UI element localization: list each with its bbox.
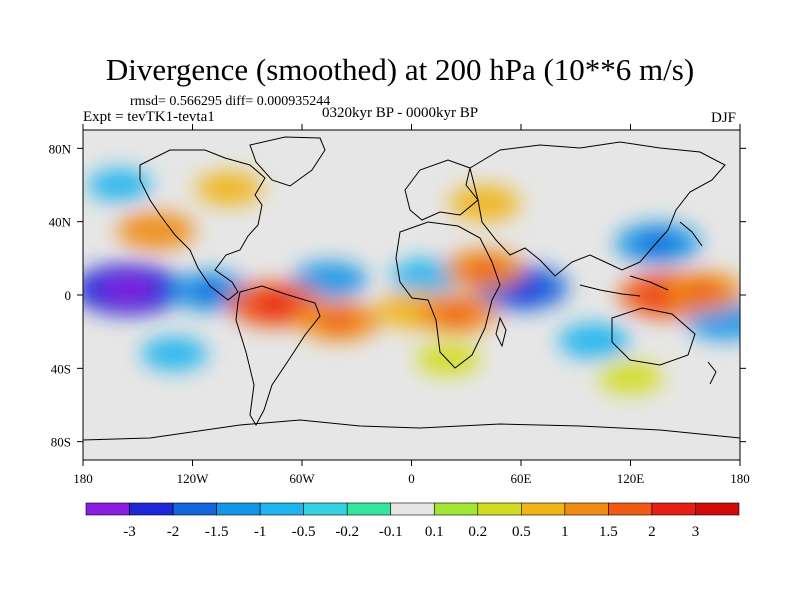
asia-coast — [469, 141, 726, 277]
colorbar-label: 0.5 — [512, 524, 531, 540]
anomaly-core — [638, 233, 678, 255]
anomaly-core — [466, 259, 503, 280]
colorbar-box — [259, 502, 304, 516]
x-tick-label: 180 — [730, 471, 750, 486]
colorbar-label: -0.2 — [335, 524, 359, 540]
north-america-coast — [139, 149, 266, 301]
colorbar-box — [216, 502, 261, 516]
australia-coast — [611, 307, 696, 366]
colorbar-box — [651, 502, 696, 516]
colorbar-label: -3 — [123, 524, 136, 540]
new-zealand-coast — [707, 361, 717, 385]
anomaly-core — [438, 303, 476, 324]
colorbar-box — [303, 502, 348, 516]
colorbar-label: -2 — [167, 524, 180, 540]
japan-coast — [679, 221, 703, 247]
x-axis: 180 120W 60W 0 60E 120E 180 — [73, 124, 750, 486]
anomaly-blob — [116, 211, 196, 251]
x-tick-label: 60E — [511, 471, 532, 486]
colorbar-box — [695, 502, 740, 516]
experiment-label: Expt = tevTK1-tevta1 — [83, 109, 215, 125]
africa-coast — [395, 221, 501, 369]
colorbar-label: -0.5 — [292, 524, 316, 540]
colorbar-label: -0.1 — [379, 524, 403, 540]
x-tick-label: 120E — [617, 471, 645, 486]
colorbar-label: 1 — [561, 524, 569, 540]
anomaly-blob — [87, 168, 152, 202]
anomaly-blob — [598, 361, 663, 394]
anomaly-core — [192, 281, 229, 302]
y-tick-label: 40S — [51, 361, 71, 376]
anomaly-blob — [448, 185, 521, 222]
x-tick-label: 0 — [408, 471, 415, 486]
colorbar-label: 2 — [648, 524, 656, 540]
colorbar-box — [433, 502, 479, 516]
colorbar-label: 3 — [692, 524, 700, 540]
colorbar-box — [172, 502, 217, 516]
greenland-coast — [249, 136, 326, 187]
anomaly-core — [685, 281, 722, 302]
colorbar-box — [564, 502, 609, 516]
anomaly-core — [319, 310, 358, 331]
colorbar-box — [390, 502, 435, 516]
y-tick-label: 80S — [51, 435, 71, 450]
colorbar-box — [608, 502, 653, 516]
x-tick-label: 60W — [289, 471, 315, 486]
colorbar-label: 0.2 — [468, 524, 487, 540]
stats-label: rmsd= 0.566295 diff= 0.000935244 — [130, 94, 331, 109]
colorbar-box — [521, 502, 566, 516]
coastline-layer — [83, 136, 740, 441]
colorbar-label: -1.5 — [205, 524, 229, 540]
y-tick-label: 0 — [65, 288, 72, 303]
colorbar-box — [477, 502, 522, 516]
indonesia-coast — [579, 275, 669, 297]
colorbar: -3 -2 -1.5 -1 -0.5 -0.2 -0.1 0.1 0.2 0.5 1 1.5 2 3 — [85, 502, 740, 540]
madagascar-coast — [495, 316, 507, 348]
anomaly-blob — [558, 322, 630, 359]
colorbar-box — [85, 502, 130, 516]
map-title: Divergence (smoothed) at 200 hPa (10**6 … — [105, 52, 695, 87]
anomaly-layer — [83, 168, 740, 394]
x-tick-label: 120W — [177, 471, 210, 486]
anomaly-core — [103, 276, 154, 303]
y-tick-label: 80N — [49, 141, 72, 156]
x-tick-label: 180 — [73, 471, 93, 486]
antarctica-coast — [83, 419, 740, 441]
y-tick-label: 40N — [49, 215, 72, 230]
colorbar-label: -1 — [254, 524, 267, 540]
colorbar-box — [346, 502, 392, 516]
anomaly-blob — [416, 342, 480, 376]
y-axis: 80N 40N 0 40S 80S — [49, 141, 746, 450]
period-label: 0320kyr BP - 0000kyr BP — [322, 105, 479, 121]
south-america-coast — [235, 285, 321, 427]
anomaly-blob — [195, 171, 263, 206]
anomaly-core — [253, 292, 297, 316]
colorbar-label: 0.1 — [425, 524, 444, 540]
season-label: DJF — [711, 110, 737, 126]
colorbar-box — [129, 502, 174, 516]
anomaly-blob — [390, 258, 462, 295]
anomaly-blob — [141, 336, 208, 371]
anomaly-blobs — [83, 168, 740, 394]
colorbar-label: 1.5 — [599, 524, 618, 540]
